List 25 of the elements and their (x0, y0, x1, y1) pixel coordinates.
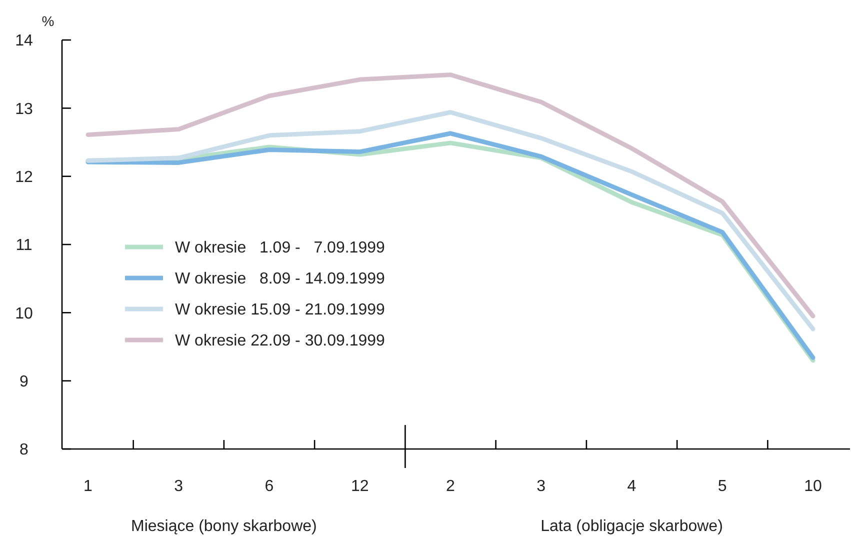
x-tick-label: 2 (446, 478, 456, 495)
x-tick-label: 10 (804, 478, 822, 495)
x-tick-label: 6 (264, 478, 274, 495)
x-tick-label: 5 (718, 478, 727, 495)
x-tick-label: 12 (350, 478, 369, 495)
y-tick-label: 9 (20, 373, 29, 390)
y-tick-label: 12 (15, 168, 33, 186)
text: Miesiące (bony skarbowe) (131, 518, 317, 535)
line-series (86, 110, 816, 332)
text: Lata (obligacje skarbowe) (540, 518, 723, 535)
y-tick-label: 13 (15, 100, 33, 118)
x-tick-label: 3 (536, 478, 546, 495)
legend-label: W okresie 8.09 - 14.09.1999 (175, 270, 385, 288)
legend-label: W okresie 1.09 - 7.09.1999 (175, 240, 385, 257)
y-tick-label: 11 (16, 237, 32, 254)
legend-label: W okresie 15.09 - 21.09.1999 (175, 302, 386, 319)
y-tick-label: 10 (15, 305, 33, 322)
y-axis-title: % (42, 13, 54, 29)
x-tick-label: 1 (84, 478, 93, 495)
y-tick-label: 8 (20, 442, 29, 459)
x-tick-label: 4 (627, 478, 636, 495)
line-series (86, 72, 816, 318)
x-tick-label: 3 (174, 478, 184, 495)
y-tick-label: 14 (15, 32, 33, 50)
legend-label: W okresie 22.09 - 30.09.1999 (175, 332, 386, 350)
